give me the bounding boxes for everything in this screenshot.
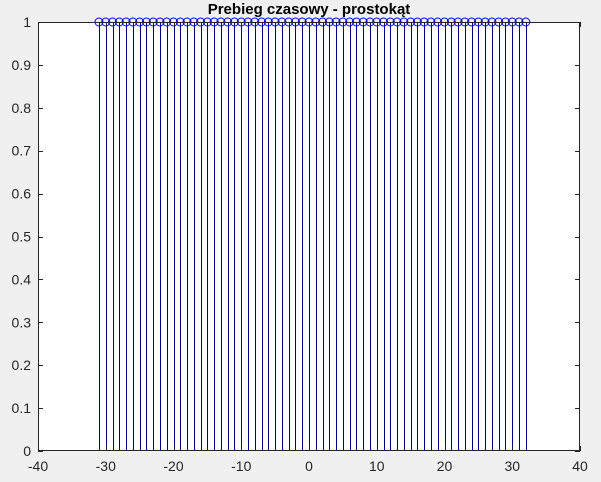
y-tick-label: 0.6	[12, 186, 32, 202]
ticks-layer: -40 -30 -20 -10 0 10 20 30 40 0 0.1 0.2 0.3 0.4 0.5 0.6…	[12, 14, 588, 474]
x-tick-label: -40	[28, 458, 48, 474]
x-tick-label: 30	[504, 458, 520, 474]
y-tick-label: 1	[23, 14, 31, 30]
chart-title: Prebieg czasowy - prostokąt	[208, 1, 411, 18]
x-tick-label: -30	[96, 458, 116, 474]
y-tick-label: 0.3	[12, 314, 32, 330]
x-tick-label: 10	[369, 458, 385, 474]
x-tick-label: 0	[305, 458, 313, 474]
y-tick-label: 0	[23, 443, 31, 459]
x-tick-label: -20	[163, 458, 183, 474]
y-tick-label: 0.8	[12, 100, 32, 116]
y-tick-label: 0.2	[12, 357, 32, 373]
y-tick-label: 0.1	[12, 400, 32, 416]
y-tick-label: 0.9	[12, 57, 32, 73]
y-tick-label: 0.5	[12, 229, 32, 245]
x-tick-label: 40	[572, 458, 588, 474]
y-tick-label: 0.7	[12, 143, 32, 159]
x-tick-label: -10	[231, 458, 251, 474]
x-tick-label: 20	[437, 458, 453, 474]
y-tick-label: 0.4	[12, 271, 32, 287]
